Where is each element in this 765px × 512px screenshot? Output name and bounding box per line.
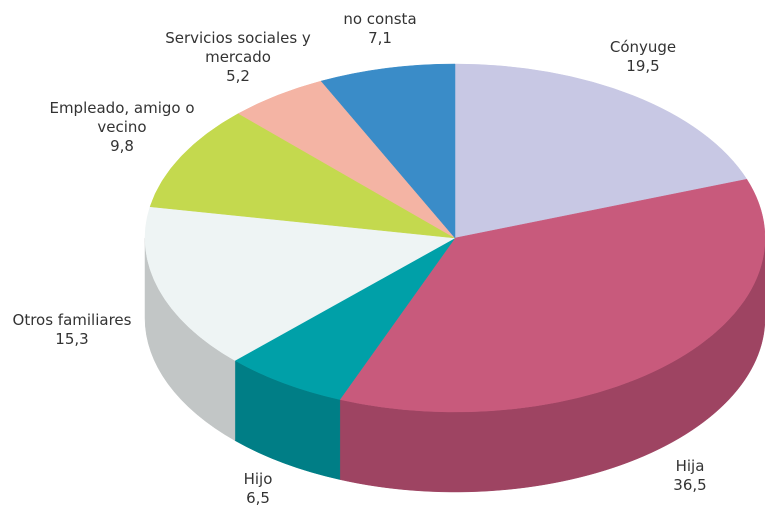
value-label: 5,2: [226, 67, 250, 85]
value-label: 6,5: [246, 489, 270, 507]
slice: [234, 237, 456, 480]
slice-top: [149, 113, 456, 239]
value-label: 7,1: [368, 29, 392, 47]
value-label: 36,5: [673, 476, 707, 494]
category-name: Servicios sociales y mercado: [165, 29, 311, 66]
slice-label: Hija 36,5: [650, 457, 730, 495]
category-name: no consta: [343, 10, 417, 28]
category-name: Cónyuge: [609, 38, 677, 56]
slice-top: [234, 237, 456, 400]
slice-label: Cónyuge 19,5: [563, 38, 723, 76]
value-label: 19,5: [626, 57, 660, 75]
category-name: Hija: [675, 457, 705, 475]
slice-top: [320, 63, 456, 239]
slice: [320, 63, 456, 239]
slice-label: Servicios sociales y mercado 5,2: [163, 29, 313, 86]
value-label: 9,8: [110, 137, 134, 155]
slice-label: Hijo 6,5: [218, 470, 298, 508]
category-name: Empleado, amigo o vecino: [49, 99, 195, 136]
slice-label: no consta 7,1: [320, 10, 440, 48]
slice-top: [144, 206, 456, 361]
slice: [454, 63, 748, 239]
value-label: 15,3: [55, 330, 89, 348]
slice: [144, 206, 456, 441]
category-name: Otros familiares: [12, 311, 132, 329]
slice: [149, 113, 456, 239]
slice-label: Empleado, amigo o vecino 9,8: [47, 99, 197, 156]
slice-top: [454, 63, 748, 239]
slice-label: Otros familiares 15,3: [0, 311, 152, 349]
category-name: Hijo: [243, 470, 273, 488]
